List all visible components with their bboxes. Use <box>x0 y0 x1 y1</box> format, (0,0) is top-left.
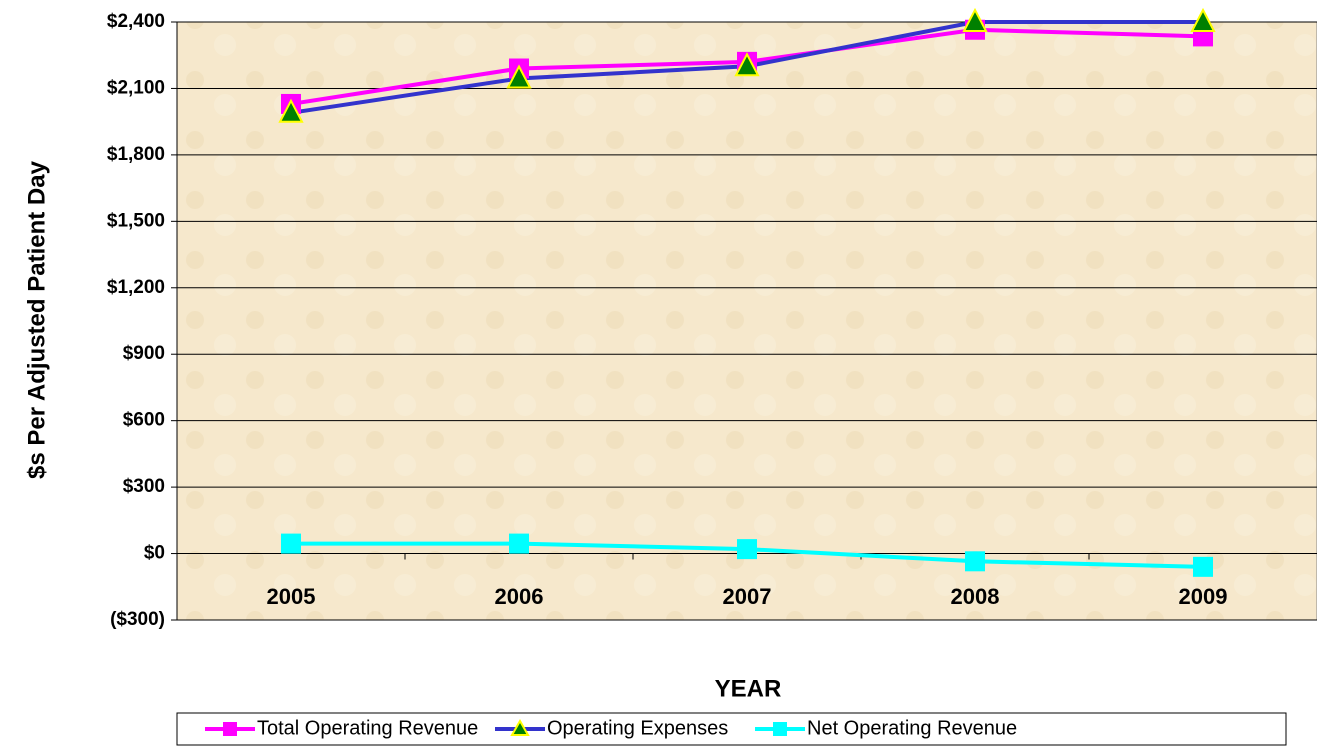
y-tick-label: $300 <box>123 476 165 497</box>
legend-marker <box>773 722 787 736</box>
legend-marker <box>510 718 530 736</box>
y-axis-title: $s Per Adjusted Patient Day <box>23 160 50 479</box>
data-point <box>278 98 304 123</box>
data-point <box>1190 7 1216 32</box>
legend-marker <box>223 722 237 736</box>
y-tick-label: $2,100 <box>107 77 165 98</box>
legend-label: Total Operating Revenue <box>257 717 478 739</box>
x-tick-label: 2007 <box>723 584 772 609</box>
data-point <box>506 64 532 89</box>
data-point <box>737 539 757 560</box>
legend-label: Operating Expenses <box>547 717 728 739</box>
x-tick-label: 2006 <box>495 584 544 609</box>
x-axis-title: YEAR <box>715 675 782 702</box>
x-tick-label: 2008 <box>951 584 1000 609</box>
legend-label: Net Operating Revenue <box>807 717 1017 739</box>
y-tick-label: $900 <box>123 343 165 364</box>
y-tick-label: $1,800 <box>107 144 165 165</box>
y-tick-label: ($300) <box>110 609 165 630</box>
data-point <box>965 551 985 572</box>
legend <box>176 712 1287 746</box>
data-point <box>281 533 301 554</box>
y-tick-label: $0 <box>144 543 165 564</box>
data-point <box>734 52 760 77</box>
y-tick-label: $1,200 <box>107 277 165 298</box>
y-tick-label: $1,500 <box>107 210 165 231</box>
x-tick-label: 2009 <box>1179 584 1228 609</box>
x-tick-label: 2005 <box>267 584 316 609</box>
plot-area <box>176 21 1317 621</box>
y-tick-label: $2,400 <box>107 11 165 32</box>
data-point <box>509 533 529 554</box>
data-point <box>962 7 988 32</box>
data-point <box>1193 556 1213 577</box>
y-tick-label: $600 <box>123 410 165 431</box>
